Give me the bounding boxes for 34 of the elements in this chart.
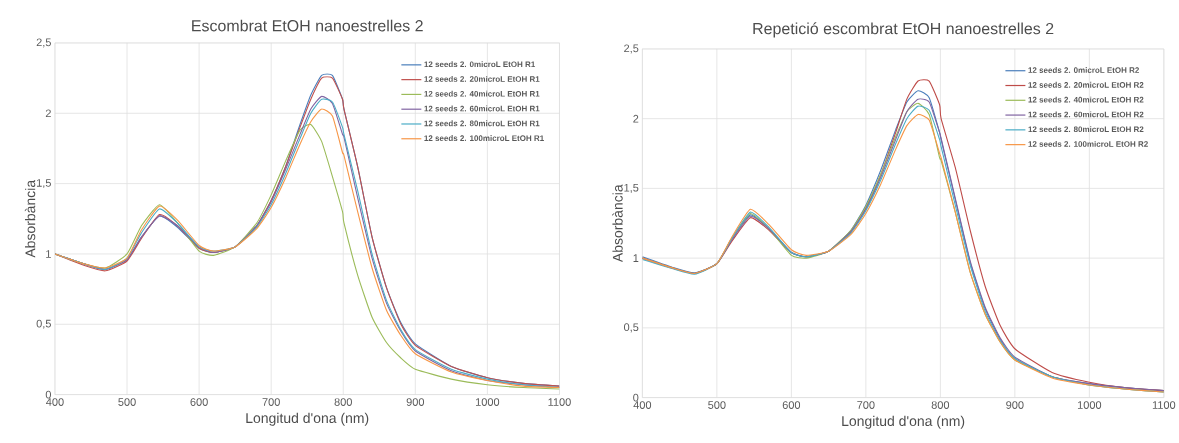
x-tick-label: 800 <box>931 401 950 410</box>
y-tick-label: 0 <box>633 393 639 402</box>
x-tick-label: 600 <box>782 401 801 410</box>
x-tick-label: 600 <box>190 398 208 407</box>
chart-title: Repetició escombrat EtOH nanoestrelles 2 <box>753 22 1054 38</box>
y-tick-label: 1,5 <box>36 179 51 189</box>
x-tick-label: 1100 <box>1152 401 1176 410</box>
x-tick-label: 1000 <box>475 398 500 407</box>
x-tick-label: 900 <box>406 398 425 407</box>
x-tick-label: 800 <box>334 398 352 407</box>
x-tick-label: 1000 <box>1077 401 1102 410</box>
x-tick-label: 1100 <box>548 398 571 407</box>
y-tick-label: 0,5 <box>36 319 51 330</box>
y-tick-label: 2 <box>633 115 639 123</box>
x-tick-label: 500 <box>708 401 726 410</box>
x-tick-label: 400 <box>633 401 652 410</box>
x-tick-label: 400 <box>46 398 64 407</box>
x-axis-title: Longitud d'ona (nm) <box>842 415 965 430</box>
y-tick-label: 1 <box>46 250 51 258</box>
x-tick-label: 500 <box>118 398 136 407</box>
x-tick-label: 700 <box>262 398 280 407</box>
y-tick-label: 1,5 <box>624 184 639 194</box>
y-tick-label: 1 <box>633 254 639 263</box>
y-axis-title: Absorbància <box>24 180 36 258</box>
x-tick-label: 700 <box>857 401 875 410</box>
y-tick-label: 0,5 <box>623 323 639 333</box>
y-tick-label: 0 <box>45 390 51 399</box>
x-axis-title: Longitud d'ona (nm) <box>246 412 369 427</box>
y-axis-title: Absorbància <box>612 184 623 263</box>
y-tick-label: 2,5 <box>36 38 51 48</box>
y-tick-label: 2 <box>45 109 51 118</box>
chart-title: Escombrat EtOH nanoestrelles 2 <box>192 19 423 32</box>
x-tick-label: 900 <box>1006 401 1024 410</box>
y-tick-label: 2,5 <box>624 44 639 54</box>
